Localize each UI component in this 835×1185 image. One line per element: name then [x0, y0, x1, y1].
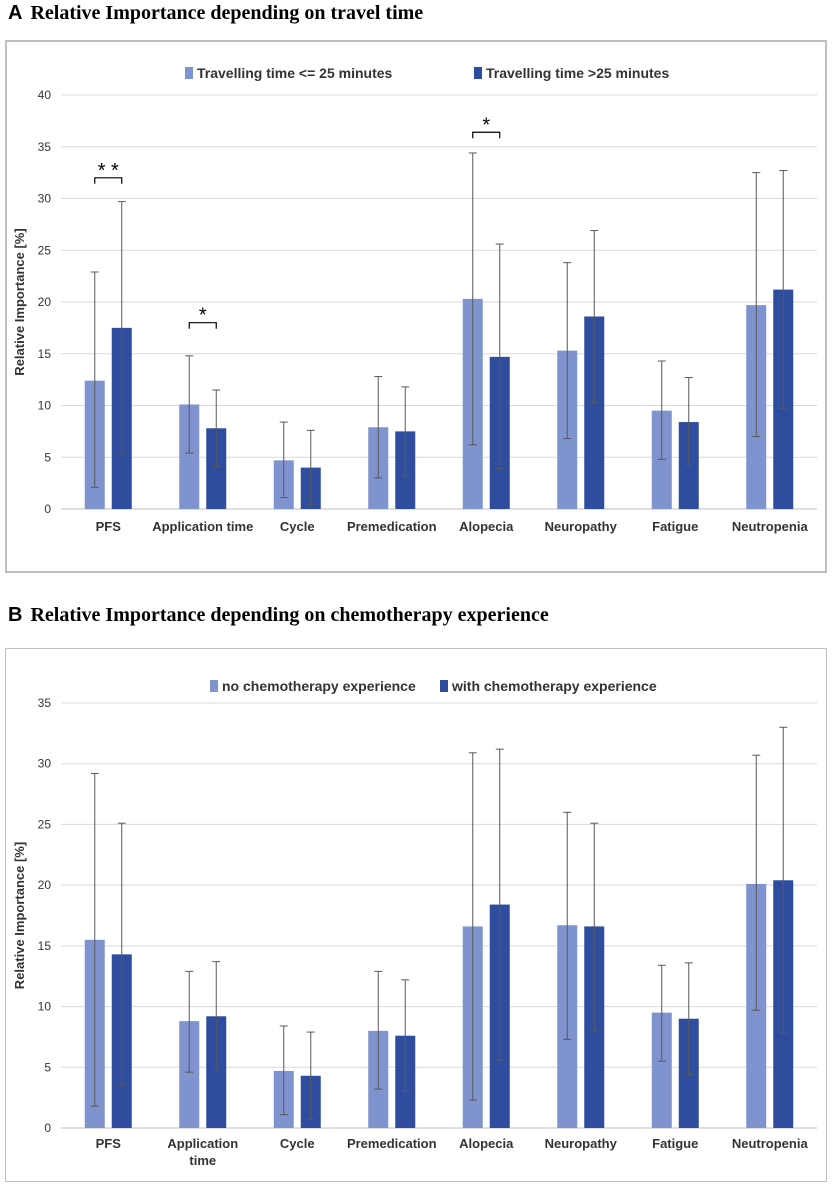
chart-b-y-tick-label: 15 [38, 939, 52, 953]
chart-a-legend-label-1: Travelling time <= 25 minutes [197, 65, 393, 81]
chart-b-category-label: Neutropenia [732, 1136, 809, 1151]
chart-b-category-label: Neuropathy [545, 1136, 618, 1151]
chart-b-y-tick-label: 5 [44, 1060, 51, 1074]
chart-a-significance-bracket [94, 177, 123, 184]
panel-b-heading: B Relative Importance depending on chemot… [8, 604, 549, 627]
chart-a-y-tick-label: 5 [44, 450, 51, 464]
chart-b-legend-swatch-2 [440, 680, 448, 692]
chart-a-category-label: Fatigue [652, 519, 698, 534]
panel-b-letter: B [8, 604, 23, 626]
chart-a-y-tick-label: 20 [38, 295, 52, 309]
chart-a-y-tick-label: 35 [38, 140, 52, 154]
chart-b-category-label: Application time [167, 1136, 238, 1168]
panel-a-title: Relative Importance depending on travel … [30, 2, 424, 24]
chart-a-category-label: Neutropenia [732, 519, 809, 534]
chart-a-legend-swatch-2 [474, 67, 482, 79]
chart-a-y-tick-label: 0 [44, 502, 51, 516]
chart-b-category-label: Premedication [347, 1136, 437, 1151]
chart-b-legend-label-1: no chemotherapy experience [222, 678, 416, 694]
chart-b-bar [651, 1012, 672, 1128]
chart-a-y-tick-label: 15 [38, 347, 52, 361]
chart-b-category-label: PFS [96, 1136, 122, 1151]
chart-b-y-tick-label: 25 [38, 817, 52, 831]
chart-a-significance-label: * * [98, 160, 119, 182]
chart-b-y-tick-label: 10 [38, 1000, 52, 1014]
chart-a-significance-bracket [188, 322, 217, 329]
chart-a-bar [179, 404, 200, 509]
chart-a-y-tick-label: 40 [38, 88, 52, 102]
chart-a-category-label: Premedication [347, 519, 437, 534]
chart-b-category-label: Alopecia [459, 1136, 514, 1151]
chart-a-y-tick-label: 10 [38, 399, 52, 413]
chart-a-category-label: Application time [152, 519, 253, 534]
chart-b-legend-swatch-1 [210, 680, 218, 692]
chart-a-category-label: PFS [96, 519, 122, 534]
chart-b-category-label: Fatigue [652, 1136, 698, 1151]
chart-a-significance-bracket [472, 131, 501, 139]
chart-a-category-label: Neuropathy [545, 519, 618, 534]
chart-a-significance-label: * [199, 305, 207, 327]
chart-b-y-tick-label: 30 [38, 757, 52, 771]
panel-a-heading: A Relative Importance depending on travel… [8, 2, 423, 25]
chart-b-category-label: Cycle [280, 1136, 315, 1151]
chart-a-bar [584, 316, 605, 509]
chart-b-y-tick-label: 35 [38, 696, 52, 710]
panel-a-letter: A [8, 2, 23, 24]
panel-a-frame [5, 40, 827, 573]
chart-b-y-tick-label: 0 [44, 1121, 51, 1135]
chart-b-y-axis-label: Relative Importance [%] [12, 842, 27, 989]
chart-a-category-label: Cycle [280, 519, 315, 534]
chart-a-bar [206, 428, 227, 509]
chart-a-category-label: Alopecia [459, 519, 514, 534]
chart-a-legend-label-2: Travelling time >25 minutes [486, 65, 669, 81]
chart-b-bar [179, 1021, 200, 1128]
chart-b-bar [206, 1016, 227, 1128]
chart-a-y-axis-label: Relative Importance [%] [12, 228, 27, 375]
chart-a-significance-label: * [482, 114, 490, 136]
chart-a-y-tick-label: 30 [38, 192, 52, 206]
chart-a-bar [651, 410, 672, 509]
chart-b-legend-label-2: with chemotherapy experience [451, 678, 657, 694]
chart-a-y-tick-label: 25 [38, 243, 52, 257]
chart-a-legend-swatch-1 [185, 67, 193, 79]
panel-b-frame [5, 648, 827, 1182]
chart-b-y-tick-label: 20 [38, 878, 52, 892]
panel-b-title: Relative Importance depending on chemoth… [30, 604, 549, 626]
